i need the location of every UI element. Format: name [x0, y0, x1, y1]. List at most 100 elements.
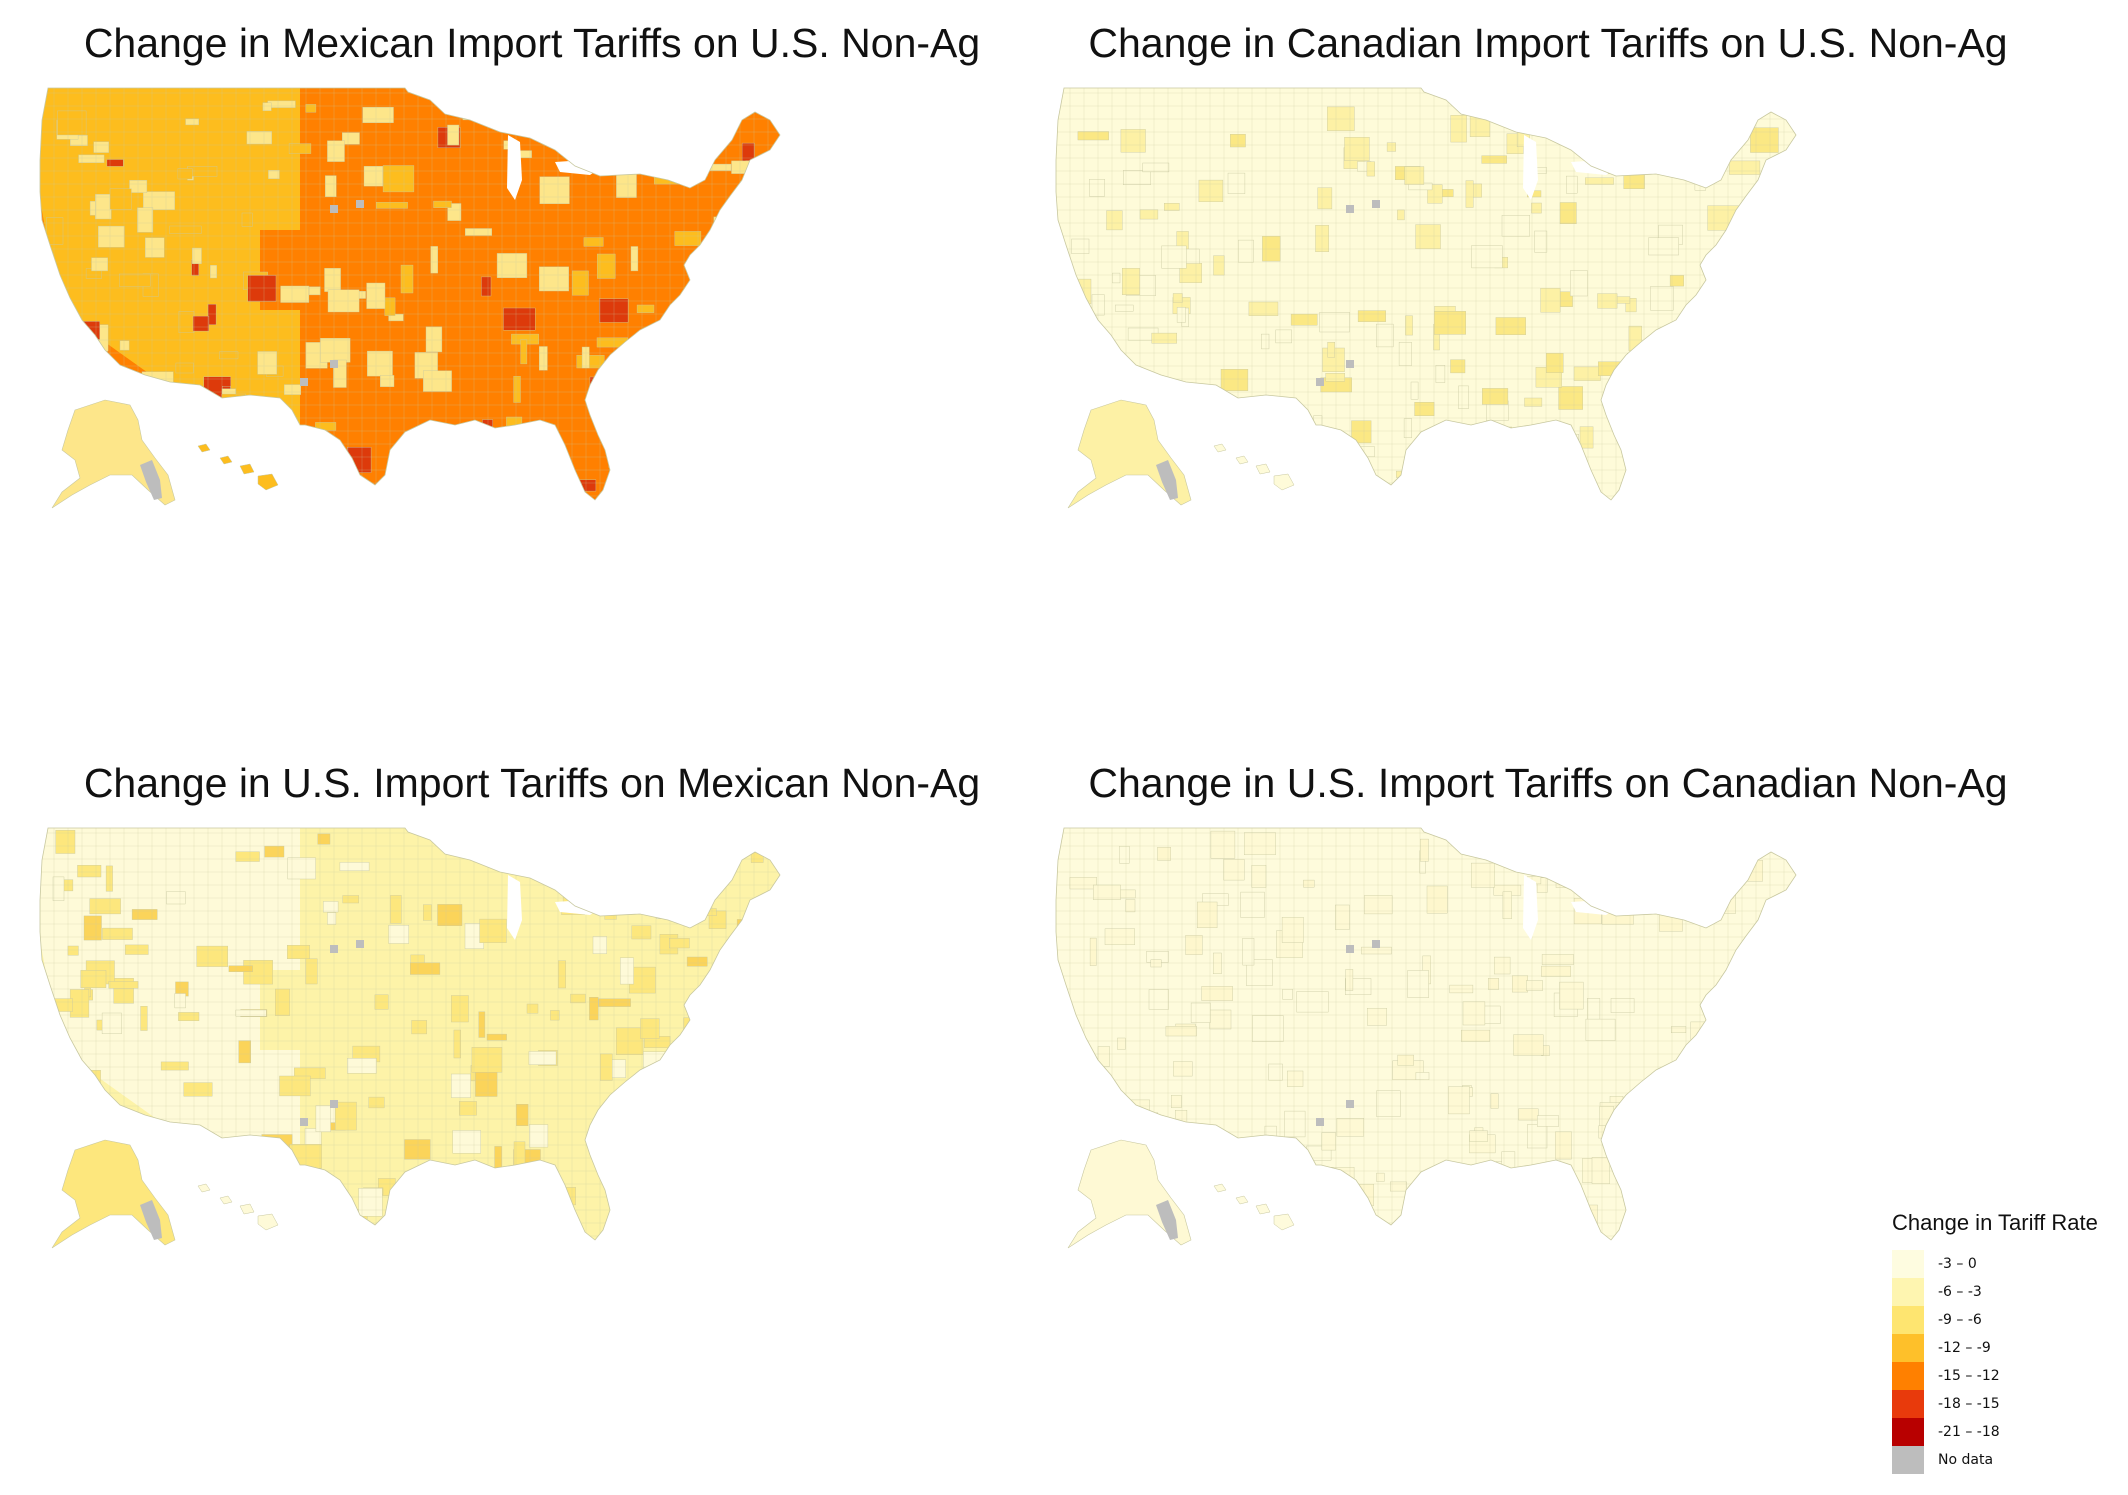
county [705, 427, 717, 437]
county [1526, 980, 1543, 991]
no-data-county [330, 360, 338, 368]
county [327, 912, 337, 925]
hawaii-island [1235, 455, 1249, 465]
us-outline [1055, 87, 1797, 501]
county [1413, 489, 1429, 500]
county [1671, 1026, 1687, 1034]
alaska [1067, 1139, 1192, 1249]
no-data-county [1346, 360, 1354, 368]
county [513, 376, 521, 403]
county [1469, 1130, 1488, 1142]
county [235, 1009, 267, 1017]
county [1559, 981, 1584, 1010]
county [243, 960, 273, 985]
county [1173, 1061, 1193, 1077]
county [589, 996, 599, 1021]
county [158, 1181, 170, 1200]
us-county-map [1055, 87, 1797, 509]
county [1570, 270, 1588, 297]
county [1298, 427, 1316, 442]
county [1725, 1160, 1742, 1186]
legend-swatch [1892, 1250, 1924, 1278]
county [1127, 1099, 1150, 1126]
hawaii-island [257, 1213, 279, 1231]
county [1077, 1066, 1092, 1095]
county [481, 276, 492, 297]
county [411, 1020, 428, 1035]
county [1261, 333, 1270, 350]
county [1240, 891, 1265, 918]
county [669, 938, 690, 949]
county [453, 1029, 461, 1059]
county [1669, 275, 1684, 287]
county [1319, 311, 1350, 333]
county [1407, 970, 1429, 998]
county [140, 1005, 148, 1031]
county [1707, 205, 1739, 231]
county [1767, 236, 1796, 259]
county [410, 962, 441, 975]
county [1114, 304, 1134, 312]
county [169, 225, 202, 234]
county [620, 957, 634, 985]
county [1525, 835, 1536, 852]
county [1142, 162, 1170, 173]
us-outline [39, 87, 781, 501]
county [448, 1198, 462, 1221]
county [129, 179, 148, 193]
county [1555, 880, 1587, 888]
county [709, 291, 732, 306]
county [289, 1144, 322, 1169]
county [1344, 137, 1370, 161]
county [550, 1010, 560, 1021]
county [1756, 1027, 1771, 1051]
county [1623, 173, 1645, 189]
county [1502, 891, 1512, 920]
county [198, 1147, 220, 1162]
county [45, 998, 73, 1012]
county [494, 1146, 502, 1175]
county [1742, 1183, 1768, 1193]
no-data-county [330, 1100, 338, 1108]
county [280, 438, 306, 465]
county [178, 1012, 200, 1021]
county [1397, 209, 1405, 221]
county [1171, 1095, 1182, 1109]
hawaii-island [1213, 1183, 1227, 1193]
county [1364, 895, 1393, 915]
no-data-county [1372, 200, 1380, 208]
county [54, 321, 69, 334]
legend-swatch [1892, 1306, 1924, 1334]
county [320, 338, 351, 363]
county [241, 212, 253, 227]
county [1538, 1179, 1559, 1205]
county [404, 1139, 431, 1160]
county [539, 346, 548, 371]
county [512, 847, 530, 858]
county [1495, 480, 1518, 500]
county [1541, 965, 1571, 977]
county [1471, 862, 1495, 888]
legend-item: No data [1892, 1446, 2117, 1474]
county [102, 927, 133, 940]
county [1540, 287, 1561, 313]
map-panel-us-import-tariffs-canadian: Change in U.S. Import Tariffs on Canadia… [1016, 740, 2080, 1480]
county [644, 336, 668, 364]
county [1077, 1058, 1102, 1073]
county [1176, 399, 1191, 418]
county [46, 217, 64, 245]
county [232, 1140, 242, 1155]
county [1161, 245, 1187, 269]
county [1518, 1108, 1539, 1121]
county [1327, 342, 1336, 358]
county [1403, 418, 1413, 438]
county [111, 480, 122, 492]
county [109, 188, 132, 210]
county [1672, 1157, 1691, 1175]
county [1376, 1090, 1401, 1117]
county [732, 300, 758, 321]
county [1555, 1131, 1572, 1160]
county [247, 275, 277, 302]
county [433, 200, 452, 208]
county [759, 1186, 780, 1209]
